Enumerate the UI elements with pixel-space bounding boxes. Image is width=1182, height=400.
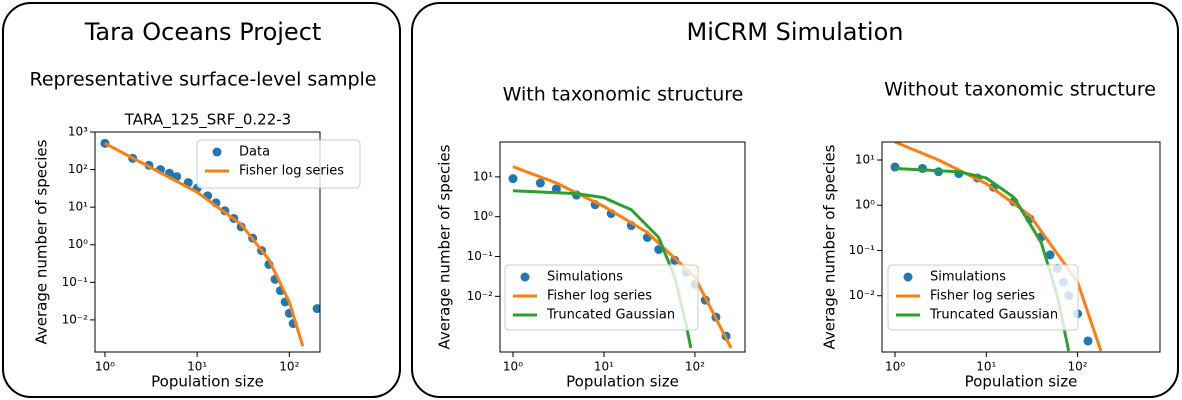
point — [1045, 250, 1055, 260]
y-tick-label: 10¹ — [855, 153, 875, 167]
y-tick-label: 10⁻¹ — [467, 249, 494, 263]
line — [894, 142, 1103, 352]
line — [104, 141, 305, 347]
y-axis-label: Average number of species — [436, 144, 454, 349]
y-tick-label: 10⁻² — [849, 288, 876, 302]
chart-title: Without taxonomic structure — [884, 79, 1156, 101]
x-axis-label: Population size — [151, 373, 264, 391]
y-tick-label: 10⁰ — [855, 198, 875, 212]
y-tick-label: 10⁰ — [68, 237, 88, 251]
chart-title: TARA_125_SRF_0.22-3 — [124, 111, 291, 130]
x-axis-label: Population size — [965, 373, 1078, 391]
y-tick-label: 10⁻² — [467, 289, 494, 303]
legend-label: Simulations — [547, 270, 623, 285]
y-axis-label: Average number of species — [821, 144, 839, 349]
y-axis-label: Average number of species — [33, 139, 51, 344]
legend-label: Data — [239, 145, 270, 160]
x-axis-label: Population size — [566, 373, 679, 391]
panel-title: MiCRM Simulation — [687, 18, 904, 46]
y-tick-label: 10² — [68, 162, 88, 176]
legend-label: Fisher log series — [930, 289, 1035, 304]
legend-marker — [903, 272, 913, 282]
y-tick-label: 10¹ — [68, 200, 88, 214]
point — [535, 178, 545, 188]
x-tick-label: 10⁰ — [503, 360, 523, 374]
y-tick-label: 10¹ — [473, 169, 493, 183]
legend-box — [196, 139, 361, 189]
legend-label: Simulations — [930, 270, 1006, 285]
axes-frame — [94, 131, 321, 353]
legend-label: Truncated Gaussian — [546, 308, 675, 323]
point — [322, 293, 331, 302]
y-tick-label: 10⁻¹ — [849, 243, 876, 257]
x-tick-label: 10² — [279, 360, 299, 374]
point — [1083, 336, 1093, 346]
panel-frame — [411, 2, 1179, 398]
legend-label: Fisher log series — [239, 164, 344, 179]
x-tick-label: 10² — [1068, 360, 1088, 374]
legend-label: Fisher log series — [547, 289, 652, 304]
y-tick-label: 10³ — [68, 125, 88, 139]
y-tick-label: 10⁰ — [473, 209, 493, 223]
legend-marker — [212, 147, 222, 157]
y-tick-label: 10⁻² — [62, 312, 89, 326]
x-tick-label: 10¹ — [594, 360, 614, 374]
axes-frame — [881, 141, 1161, 353]
y-tick-label: 10⁻¹ — [62, 275, 89, 289]
point — [335, 315, 344, 324]
point — [329, 297, 338, 306]
point — [312, 304, 320, 314]
x-tick-label: 10¹ — [187, 360, 207, 374]
line — [512, 165, 733, 349]
legend-box — [887, 264, 1079, 331]
point — [508, 174, 518, 184]
legend-marker — [520, 272, 530, 282]
x-tick-label: 10⁰ — [885, 360, 905, 374]
panel-frame — [2, 2, 401, 398]
legend-box — [504, 264, 699, 331]
axes-frame — [499, 141, 746, 353]
chart-title: With taxonomic structure — [503, 84, 744, 106]
x-tick-label: 10² — [685, 360, 705, 374]
legend-label: Truncated Gaussian — [929, 308, 1058, 323]
panel-title: Tara Oceans Project — [84, 18, 322, 46]
x-tick-label: 10⁰ — [95, 360, 115, 374]
x-tick-label: 10¹ — [976, 360, 996, 374]
plot-area — [100, 138, 344, 347]
panel-subtitle: Representative surface-level sample — [30, 69, 377, 91]
